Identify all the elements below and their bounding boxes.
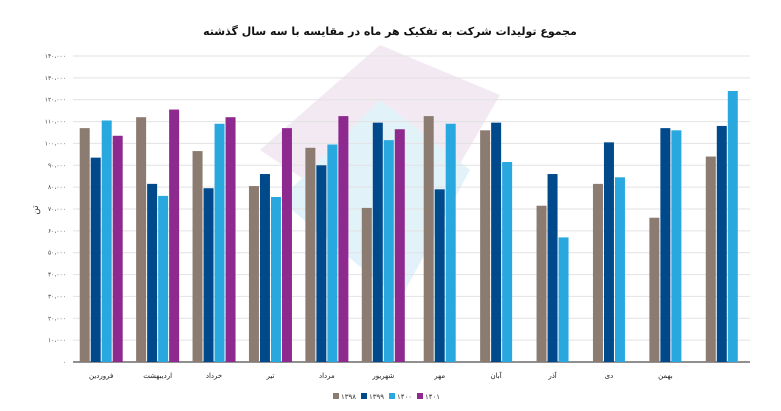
bar <box>305 147 316 362</box>
bar <box>660 128 671 362</box>
bar <box>491 122 502 363</box>
y-tick-label: ۱۱۰،۰۰۰ <box>45 119 66 126</box>
y-tick-label: ۳۰،۰۰۰ <box>48 293 66 300</box>
x-tick-label: دی <box>605 372 614 380</box>
bar <box>671 130 682 362</box>
legend-label: ۱۴۰۰ <box>397 393 412 401</box>
bar <box>716 125 727 362</box>
y-tick-label: ۱۰۰،۰۰۰ <box>45 140 66 147</box>
bar <box>536 205 547 362</box>
x-tick-label: اردیبهشت <box>143 372 172 380</box>
bar <box>225 117 236 362</box>
bar <box>445 123 456 362</box>
x-tick-label: فروردین <box>89 372 113 380</box>
legend-swatch <box>361 393 367 399</box>
bar <box>383 140 394 362</box>
bar <box>136 117 147 362</box>
bar <box>614 177 625 362</box>
y-tick-label: ۹۰،۰۰۰ <box>48 162 66 169</box>
bar <box>158 195 169 362</box>
bar <box>727 90 738 362</box>
bar <box>502 162 513 362</box>
x-tick-label: آذر <box>547 371 557 380</box>
bar <box>558 237 569 362</box>
bar <box>101 120 112 362</box>
bar <box>112 135 123 362</box>
bar <box>214 123 225 362</box>
legend-swatch <box>389 393 395 399</box>
x-tick-label: بهمن <box>658 372 673 380</box>
bar <box>434 189 445 362</box>
bar <box>705 156 716 362</box>
x-tick-label: آبان <box>491 371 503 380</box>
y-tick-label: ۲۰،۰۰۰ <box>48 315 66 322</box>
x-tick-label: مرداد <box>319 372 335 380</box>
bar <box>192 151 203 362</box>
bar <box>147 183 158 362</box>
bar <box>281 128 292 362</box>
y-tick-label: ۱۲۰،۰۰۰ <box>45 97 66 104</box>
y-tick-label: ۴۰،۰۰۰ <box>48 272 66 279</box>
bar <box>90 157 101 362</box>
bar <box>259 174 270 362</box>
bar <box>603 142 614 362</box>
bar <box>338 116 349 362</box>
legend-label: ۱۴۰۱ <box>425 393 440 401</box>
bar <box>248 186 259 362</box>
y-axis-label: تن <box>31 205 41 215</box>
x-tick-label: تیر <box>265 372 274 380</box>
bar <box>394 129 405 362</box>
chart-title: مجموع تولیدات شرکت به تفکیک هر ماه در مق… <box>203 25 577 38</box>
bar <box>649 217 660 362</box>
y-tick-label: ۶۰،۰۰۰ <box>48 228 66 235</box>
bar <box>372 122 383 363</box>
x-tick-label: خرداد <box>206 372 222 380</box>
legend-label: ۱۳۹۸ <box>341 393 356 401</box>
x-tick-label: مهر <box>433 372 445 380</box>
legend-label: ۱۳۹۹ <box>369 393 384 401</box>
y-tick-label: ۱۴۰،۰۰۰ <box>45 53 66 60</box>
legend-swatch <box>417 393 423 399</box>
bar <box>361 207 372 362</box>
bar <box>316 165 327 362</box>
x-tick-label: شهریور <box>371 372 394 380</box>
y-tick-label: ۸۰،۰۰۰ <box>48 184 66 191</box>
bar <box>423 116 434 362</box>
bar <box>592 183 603 362</box>
bar <box>327 144 338 362</box>
y-tick-label: ۵۰،۰۰۰ <box>48 250 66 257</box>
legend-swatch <box>333 393 339 399</box>
bar <box>480 130 491 362</box>
y-tick-label: ۱۰،۰۰۰ <box>48 337 66 344</box>
bar <box>547 174 558 362</box>
y-tick-label: ۷۰،۰۰۰ <box>48 206 66 213</box>
bar <box>203 188 214 362</box>
bar <box>79 128 90 362</box>
y-tick-label: ۰ <box>63 359 66 366</box>
bar <box>270 196 281 362</box>
y-tick-label: ۱۳۰،۰۰۰ <box>45 75 66 82</box>
bar <box>169 109 180 362</box>
